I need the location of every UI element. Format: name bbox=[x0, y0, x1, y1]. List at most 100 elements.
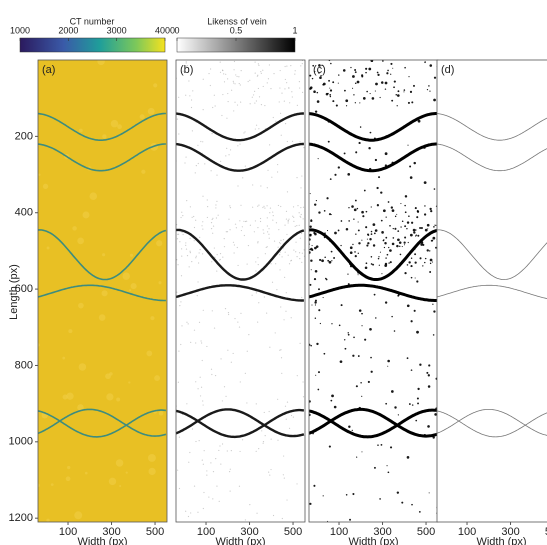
speckle bbox=[354, 71, 357, 74]
x-axis-label: Width (px) bbox=[77, 536, 127, 545]
speckle bbox=[345, 228, 349, 231]
speckle bbox=[226, 147, 228, 149]
speckle bbox=[286, 191, 289, 193]
speckle bbox=[258, 204, 260, 206]
speckle bbox=[378, 176, 381, 179]
speckle bbox=[238, 485, 241, 487]
speckle bbox=[310, 269, 312, 271]
speckle bbox=[384, 88, 387, 90]
speckle bbox=[224, 308, 227, 310]
speckle bbox=[225, 73, 227, 75]
speckle bbox=[379, 96, 381, 99]
speckle bbox=[369, 238, 372, 241]
speckle bbox=[211, 218, 213, 221]
speckle bbox=[345, 493, 348, 496]
speckle bbox=[176, 259, 178, 261]
speckle bbox=[435, 224, 437, 226]
speckle bbox=[383, 246, 386, 249]
speckle bbox=[369, 93, 371, 95]
speckle bbox=[432, 436, 435, 439]
speckle bbox=[185, 61, 187, 63]
speckle bbox=[410, 369, 413, 371]
speckle bbox=[234, 223, 237, 225]
speckle bbox=[385, 402, 388, 405]
speckle bbox=[377, 73, 380, 76]
speckle bbox=[180, 275, 183, 277]
speckle bbox=[279, 269, 281, 271]
speckle bbox=[386, 465, 388, 467]
speckle bbox=[309, 283, 312, 286]
texture bbox=[78, 363, 87, 371]
texture bbox=[42, 183, 49, 190]
speckle bbox=[313, 484, 316, 487]
speckle bbox=[415, 234, 418, 236]
vein bbox=[38, 143, 166, 172]
speckle bbox=[193, 240, 195, 242]
speckle bbox=[237, 321, 239, 323]
speckle bbox=[257, 87, 259, 90]
speckle bbox=[367, 380, 370, 384]
speckle bbox=[397, 90, 400, 93]
speckle bbox=[344, 89, 346, 92]
speckle bbox=[301, 261, 303, 263]
speckle bbox=[427, 385, 431, 388]
speckle bbox=[226, 231, 229, 233]
vein bbox=[437, 229, 547, 280]
texture bbox=[38, 343, 40, 347]
colorbar-tick-label: 1 bbox=[292, 25, 297, 35]
speckle bbox=[348, 207, 350, 209]
speckle bbox=[354, 255, 357, 258]
speckle bbox=[296, 483, 298, 485]
speckle bbox=[309, 74, 312, 77]
speckle bbox=[243, 132, 245, 134]
speckle bbox=[252, 184, 254, 186]
speckle bbox=[247, 80, 249, 83]
speckle bbox=[255, 292, 257, 294]
speckle bbox=[281, 256, 283, 258]
speckle bbox=[386, 253, 389, 256]
speckle bbox=[189, 451, 191, 454]
speckle bbox=[334, 231, 337, 235]
texture bbox=[102, 253, 106, 257]
speckle bbox=[191, 130, 194, 132]
speckle bbox=[366, 90, 368, 93]
speckle bbox=[391, 390, 394, 393]
texture bbox=[117, 124, 122, 130]
speckle bbox=[234, 101, 236, 103]
speckle bbox=[200, 140, 202, 143]
speckle bbox=[176, 291, 178, 293]
speckle bbox=[234, 83, 236, 85]
speckle bbox=[416, 397, 419, 400]
speckle bbox=[202, 463, 204, 465]
speckle bbox=[270, 87, 272, 90]
speckle bbox=[300, 207, 302, 209]
speckle bbox=[325, 92, 329, 96]
speckle bbox=[349, 518, 352, 521]
texture bbox=[38, 173, 41, 176]
texture bbox=[139, 114, 145, 120]
speckle bbox=[209, 84, 211, 87]
speckle bbox=[201, 359, 203, 362]
speckle bbox=[297, 205, 299, 207]
speckle bbox=[246, 402, 248, 404]
speckle bbox=[254, 220, 257, 222]
speckle bbox=[181, 248, 183, 250]
speckle bbox=[263, 296, 265, 298]
speckle bbox=[198, 321, 201, 323]
speckle bbox=[241, 226, 243, 228]
speckle bbox=[292, 215, 294, 217]
speckle bbox=[223, 246, 226, 248]
x-tick-label: 500 bbox=[284, 526, 302, 538]
speckle bbox=[409, 90, 413, 93]
speckle bbox=[411, 221, 414, 224]
texture bbox=[89, 192, 98, 201]
speckle bbox=[286, 140, 288, 143]
vein bbox=[38, 284, 166, 302]
speckle bbox=[299, 87, 301, 89]
speckle bbox=[369, 131, 372, 134]
speckle bbox=[178, 436, 181, 438]
speckle bbox=[318, 72, 320, 74]
speckle bbox=[300, 216, 302, 218]
speckle bbox=[208, 72, 210, 75]
speckle bbox=[345, 99, 349, 103]
